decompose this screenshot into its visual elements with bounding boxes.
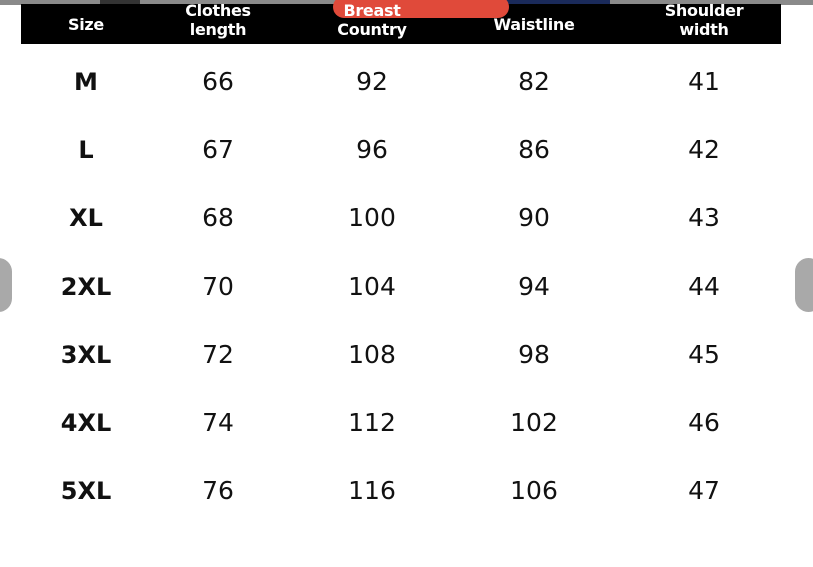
cell-shoulder-width: 46 — [688, 408, 720, 437]
cell-waistline: 90 — [518, 203, 550, 232]
cell-shoulder-width: 42 — [688, 135, 720, 164]
cell-size: 3XL — [60, 341, 112, 369]
cell-size: M — [74, 68, 98, 96]
cell-waistline: 98 — [518, 340, 550, 369]
cell-size: 4XL — [60, 409, 112, 437]
cell-shoulder-width: 47 — [688, 476, 720, 505]
accent-pill — [333, 0, 509, 18]
header-breast: Breast Country — [337, 1, 407, 39]
cell-clothes-length: 68 — [202, 203, 234, 232]
cell-waistline: 102 — [510, 408, 558, 437]
cell-size: XL — [69, 204, 103, 232]
cell-breast: 112 — [348, 408, 396, 437]
cell-waistline: 106 — [510, 476, 558, 505]
top-image-fragment — [100, 0, 140, 5]
cell-clothes-length: 66 — [202, 67, 234, 96]
cell-shoulder-width: 41 — [688, 67, 720, 96]
cell-waistline: 86 — [518, 135, 550, 164]
size-table-header — [21, 0, 781, 44]
cell-shoulder-width: 45 — [688, 340, 720, 369]
cell-waistline: 82 — [518, 67, 550, 96]
cell-size: L — [78, 136, 94, 164]
table-row: L 67 96 86 42 — [0, 130, 813, 170]
cell-size: 5XL — [60, 477, 112, 505]
header-waistline: Waistline — [493, 14, 575, 34]
cell-clothes-length: 74 — [202, 408, 234, 437]
cell-breast: 116 — [348, 476, 396, 505]
cell-waistline: 94 — [518, 272, 550, 301]
cell-size: 2XL — [60, 273, 112, 301]
table-row: 3XL 72 108 98 45 — [0, 335, 813, 375]
table-row: M 66 92 82 41 — [0, 62, 813, 102]
cell-shoulder-width: 43 — [688, 203, 720, 232]
cell-breast: 108 — [348, 340, 396, 369]
table-row: 4XL 74 112 102 46 — [0, 403, 813, 443]
header-clothes-length: Clothes length — [185, 1, 251, 39]
next-image-button[interactable] — [795, 258, 813, 312]
cell-clothes-length: 76 — [202, 476, 234, 505]
table-row: XL 68 100 90 43 — [0, 198, 813, 238]
cell-shoulder-width: 44 — [688, 272, 720, 301]
cell-clothes-length: 72 — [202, 340, 234, 369]
cell-breast: 96 — [356, 135, 388, 164]
cell-clothes-length: 70 — [202, 272, 234, 301]
header-shoulder-width: Shoulder width — [664, 1, 744, 39]
cell-breast: 100 — [348, 203, 396, 232]
cell-breast: 104 — [348, 272, 396, 301]
cell-breast: 92 — [356, 67, 388, 96]
prev-image-button[interactable] — [0, 258, 12, 312]
table-row: 5XL 76 116 106 47 — [0, 471, 813, 511]
table-row: 2XL 70 104 94 44 — [0, 267, 813, 307]
cell-clothes-length: 67 — [202, 135, 234, 164]
top-image-fragment — [500, 0, 610, 5]
header-size: Size — [68, 14, 104, 34]
